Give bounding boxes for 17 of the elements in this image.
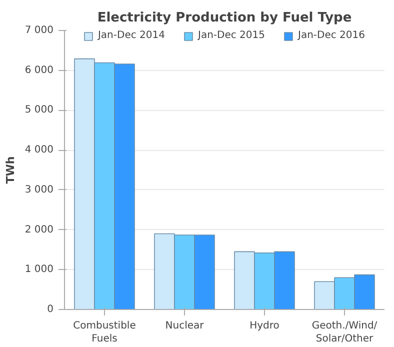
y-tick-label: 2 000 [24, 224, 54, 236]
y-tick-label: 7 000 [24, 25, 54, 36]
y-tick-label: 1 000 [24, 264, 54, 276]
y-tick-label: 5 000 [24, 104, 54, 116]
chart-title: Electricity Production by Fuel Type [97, 10, 352, 26]
x-tick-label: Combustible Fuels [73, 320, 136, 345]
y-tick-label: 3 000 [24, 184, 54, 196]
y-axis-title: TWh [4, 156, 17, 184]
x-tick-label: Geoth./Wind/ Solar/Other [312, 320, 378, 345]
y-tick-label: 6 000 [24, 64, 54, 76]
y-tick-label: 0 [47, 304, 54, 315]
x-tick-label: Hydro [250, 320, 280, 332]
legend-label: Jan-Dec 2015 [198, 30, 266, 41]
legend-label: Jan-Dec 2016 [298, 30, 366, 41]
x-tick-label: Nuclear [165, 320, 205, 332]
legend-label: Jan-Dec 2014 [98, 30, 165, 41]
y-tick-label: 4 000 [24, 144, 54, 156]
